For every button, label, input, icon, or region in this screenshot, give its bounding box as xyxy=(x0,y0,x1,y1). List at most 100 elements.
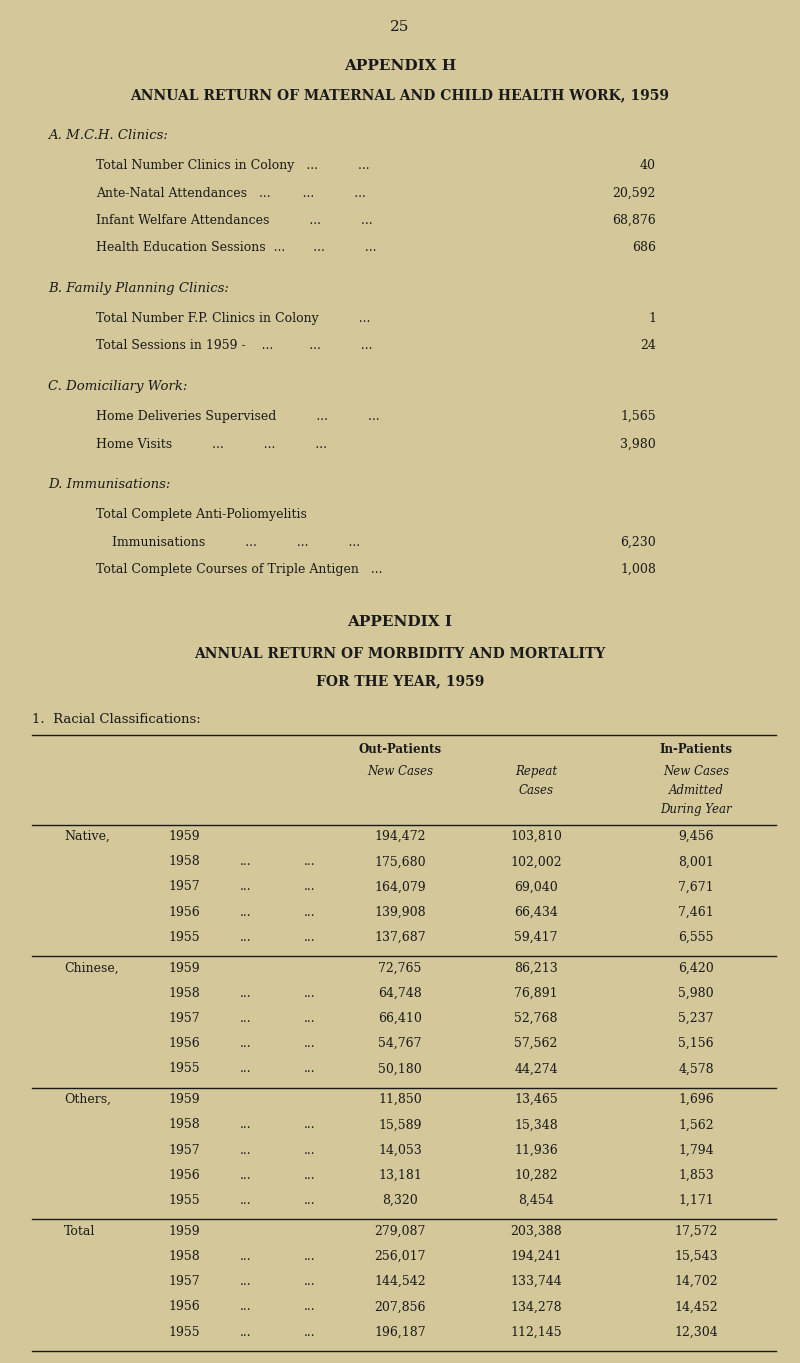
Text: 1,562: 1,562 xyxy=(678,1119,714,1131)
Text: 137,687: 137,687 xyxy=(374,931,426,945)
Text: 1955: 1955 xyxy=(168,1326,200,1338)
Text: 11,936: 11,936 xyxy=(514,1144,558,1157)
Text: 8,320: 8,320 xyxy=(382,1194,418,1208)
Text: 25: 25 xyxy=(390,20,410,34)
Text: 1,853: 1,853 xyxy=(678,1169,714,1182)
Text: ANNUAL RETURN OF MORBIDITY AND MORTALITY: ANNUAL RETURN OF MORBIDITY AND MORTALITY xyxy=(194,647,606,661)
Text: 1959: 1959 xyxy=(168,830,200,844)
Text: 196,187: 196,187 xyxy=(374,1326,426,1338)
Text: 1955: 1955 xyxy=(168,1194,200,1208)
Text: Infant Welfare Attendances          ...          ...: Infant Welfare Attendances ... ... xyxy=(96,214,413,228)
Text: ...: ... xyxy=(304,1037,316,1051)
Text: 256,017: 256,017 xyxy=(374,1250,426,1264)
Text: 1955: 1955 xyxy=(168,1063,200,1075)
Text: 1955: 1955 xyxy=(168,931,200,945)
Text: 1956: 1956 xyxy=(168,1169,200,1182)
Text: 15,543: 15,543 xyxy=(674,1250,718,1264)
Text: 7,671: 7,671 xyxy=(678,880,714,894)
Text: 1959: 1959 xyxy=(168,962,200,975)
Text: 44,274: 44,274 xyxy=(514,1063,558,1075)
Text: 20,592: 20,592 xyxy=(613,187,656,200)
Text: 5,980: 5,980 xyxy=(678,987,714,1000)
Text: 1958: 1958 xyxy=(168,1119,200,1131)
Text: 14,452: 14,452 xyxy=(674,1300,718,1314)
Text: ...: ... xyxy=(240,1169,252,1182)
Text: ...: ... xyxy=(240,1013,252,1025)
Text: ...: ... xyxy=(304,1300,316,1314)
Text: Total Number F.P. Clinics in Colony          ...: Total Number F.P. Clinics in Colony ... xyxy=(96,312,410,326)
Text: 7,461: 7,461 xyxy=(678,906,714,919)
Text: ...: ... xyxy=(240,1250,252,1264)
Text: ...: ... xyxy=(240,1194,252,1208)
Text: 68,876: 68,876 xyxy=(612,214,656,228)
Text: 4,578: 4,578 xyxy=(678,1063,714,1075)
Text: ...: ... xyxy=(304,1326,316,1338)
Text: 59,417: 59,417 xyxy=(514,931,558,945)
Text: Cases: Cases xyxy=(518,784,554,797)
Text: 1957: 1957 xyxy=(168,1276,200,1288)
Text: Ante-Natal Attendances   ...        ...          ...: Ante-Natal Attendances ... ... ... xyxy=(96,187,406,200)
Text: 133,744: 133,744 xyxy=(510,1276,562,1288)
Text: ...: ... xyxy=(240,1119,252,1131)
Text: 3,980: 3,980 xyxy=(620,438,656,451)
Text: ...: ... xyxy=(304,1169,316,1182)
Text: APPENDIX I: APPENDIX I xyxy=(347,615,453,628)
Text: 6,230: 6,230 xyxy=(620,536,656,549)
Text: 86,213: 86,213 xyxy=(514,962,558,975)
Text: 15,589: 15,589 xyxy=(378,1119,422,1131)
Text: 14,702: 14,702 xyxy=(674,1276,718,1288)
Text: ...: ... xyxy=(304,1013,316,1025)
Text: ...: ... xyxy=(304,931,316,945)
Text: 194,472: 194,472 xyxy=(374,830,426,844)
Text: Total Complete Courses of Triple Antigen   ...: Total Complete Courses of Triple Antigen… xyxy=(96,563,422,577)
Text: 1958: 1958 xyxy=(168,856,200,868)
Text: ...: ... xyxy=(304,1250,316,1264)
Text: C. Domiciliary Work:: C. Domiciliary Work: xyxy=(48,380,187,394)
Text: 1958: 1958 xyxy=(168,1250,200,1264)
Text: 1956: 1956 xyxy=(168,1037,200,1051)
Text: FOR THE YEAR, 1959: FOR THE YEAR, 1959 xyxy=(316,675,484,688)
Text: ...: ... xyxy=(240,1276,252,1288)
Text: 144,542: 144,542 xyxy=(374,1276,426,1288)
Text: ...: ... xyxy=(304,987,316,1000)
Text: 5,237: 5,237 xyxy=(678,1013,714,1025)
Text: ANNUAL RETURN OF MATERNAL AND CHILD HEALTH WORK, 1959: ANNUAL RETURN OF MATERNAL AND CHILD HEAL… xyxy=(130,89,670,102)
Text: 66,410: 66,410 xyxy=(378,1013,422,1025)
Text: Health Education Sessions  ...       ...          ...: Health Education Sessions ... ... ... xyxy=(96,241,417,255)
Text: Others,: Others, xyxy=(64,1093,111,1107)
Text: 52,768: 52,768 xyxy=(514,1013,558,1025)
Text: 13,181: 13,181 xyxy=(378,1169,422,1182)
Text: Immunisations          ...          ...          ...: Immunisations ... ... ... xyxy=(96,536,400,549)
Text: 686: 686 xyxy=(632,241,656,255)
Text: 1957: 1957 xyxy=(168,1144,200,1157)
Text: 103,810: 103,810 xyxy=(510,830,562,844)
Text: New Cases: New Cases xyxy=(663,765,729,778)
Text: Total: Total xyxy=(64,1225,95,1238)
Text: 5,156: 5,156 xyxy=(678,1037,714,1051)
Text: B. Family Planning Clinics:: B. Family Planning Clinics: xyxy=(48,282,229,296)
Text: 112,145: 112,145 xyxy=(510,1326,562,1338)
Text: ...: ... xyxy=(240,1144,252,1157)
Text: 11,850: 11,850 xyxy=(378,1093,422,1107)
Text: 139,908: 139,908 xyxy=(374,906,426,919)
Text: 9,456: 9,456 xyxy=(678,830,714,844)
Text: ...: ... xyxy=(304,880,316,894)
Text: ...: ... xyxy=(240,880,252,894)
Text: 69,040: 69,040 xyxy=(514,880,558,894)
Text: ...: ... xyxy=(240,906,252,919)
Text: Home Visits          ...          ...          ...: Home Visits ... ... ... xyxy=(96,438,367,451)
Text: During Year: During Year xyxy=(660,803,732,816)
Text: 12,304: 12,304 xyxy=(674,1326,718,1338)
Text: 1959: 1959 xyxy=(168,1093,200,1107)
Text: 14,053: 14,053 xyxy=(378,1144,422,1157)
Text: Repeat: Repeat xyxy=(515,765,557,778)
Text: 1957: 1957 xyxy=(168,880,200,894)
Text: 8,454: 8,454 xyxy=(518,1194,554,1208)
Text: 50,180: 50,180 xyxy=(378,1063,422,1075)
Text: 54,767: 54,767 xyxy=(378,1037,422,1051)
Text: 1,696: 1,696 xyxy=(678,1093,714,1107)
Text: In-Patients: In-Patients xyxy=(659,743,733,756)
Text: 76,891: 76,891 xyxy=(514,987,558,1000)
Text: Total Complete Anti-Poliomyelitis: Total Complete Anti-Poliomyelitis xyxy=(96,508,307,522)
Text: 1,008: 1,008 xyxy=(620,563,656,577)
